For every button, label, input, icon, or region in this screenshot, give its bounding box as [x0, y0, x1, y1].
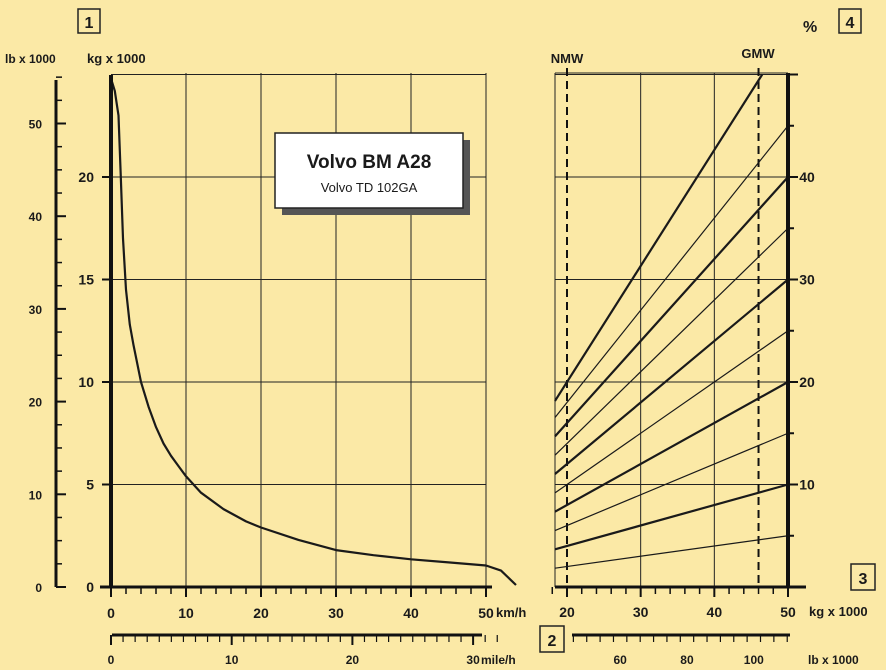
marker-3-box [850, 563, 876, 591]
marker-2-label: 2 [548, 633, 557, 650]
grade-line [554, 535, 789, 569]
marker-2-box [539, 625, 565, 653]
marker-4-box [838, 8, 862, 34]
marker-1-label: 1 [85, 15, 94, 32]
kg-x-tick-label: 30 [633, 604, 649, 620]
percent-tick-label: 30 [799, 272, 815, 288]
lb-tick-label: 10 [29, 488, 43, 502]
grade-line [554, 432, 789, 532]
axes [54, 73, 806, 645]
right-x-primary-label: kg x 1000 [809, 604, 868, 619]
tick-labels: 0 5 10 15 20 0 10 20 30 40 50 0 10 20 30 40 50 0 10 20 30 10 2… [29, 118, 815, 668]
marker-3-label: 3 [859, 571, 868, 588]
nmw-label: NMW [551, 51, 584, 66]
kg-tick-label: 15 [78, 272, 94, 288]
lb-x-tick-label: 60 [613, 653, 627, 667]
kg-x-tick-label: 20 [559, 604, 575, 620]
marker-2: 2 [539, 625, 565, 653]
kmh-tick-label: 30 [328, 605, 344, 621]
kg-tick-label: 10 [78, 374, 94, 390]
percent-label: % [803, 19, 817, 36]
kmh-tick-label: 20 [253, 605, 269, 621]
mph-tick-label: 20 [346, 653, 360, 667]
right-plot-series [554, 73, 789, 569]
marker-3: 3 [850, 563, 876, 591]
mph-tick-label: 0 [108, 653, 115, 667]
mph-tick-label: 10 [225, 653, 239, 667]
chart-subtitle: Volvo TD 102GA [321, 180, 418, 195]
kmh-tick-label: 0 [107, 605, 115, 621]
kmh-tick-label: 50 [478, 605, 494, 621]
marker-1-box [77, 8, 101, 34]
lb-tick-label: 50 [29, 118, 43, 132]
percent-tick-label: 10 [799, 477, 815, 493]
chart-title: Volvo BM A28 [307, 152, 432, 173]
grade-line [554, 73, 764, 402]
grade-line [554, 278, 789, 475]
kg-x-tick-label: 50 [780, 604, 796, 620]
lb-tick-label: 40 [29, 210, 43, 224]
y-primary-label: kg x 1000 [87, 51, 146, 66]
kmh-tick-label: 40 [403, 605, 419, 621]
grade-line [554, 483, 789, 551]
grade-line [554, 176, 789, 438]
lb-tick-label: 20 [29, 396, 43, 410]
marker-4: 4 [838, 8, 862, 34]
title-box-frame [274, 132, 464, 209]
left-plot-series [109, 78, 517, 586]
percent-tick-label: 20 [799, 374, 815, 390]
right-plot-grid [554, 68, 788, 587]
kmh-tick-label: 10 [178, 605, 194, 621]
kg-x-tick-label: 40 [707, 604, 723, 620]
grade-line [554, 381, 789, 513]
grade-line [554, 125, 789, 418]
grade-line [554, 227, 789, 456]
percent-tick-label: 40 [799, 169, 815, 185]
mph-tick-label: 30 [466, 653, 480, 667]
kg-tick-label: 0 [86, 579, 94, 595]
title-box: Volvo BM A28 Volvo TD 102GA [274, 132, 470, 215]
marker-4-label: 4 [846, 15, 855, 32]
lb-tick-label: 30 [29, 303, 43, 317]
grade-line [554, 330, 789, 494]
right-x-secondary-label: lb x 1000 [808, 653, 859, 667]
kg-tick-label: 5 [86, 477, 94, 493]
lb-x-tick-label: 100 [744, 653, 764, 667]
gmw-label: GMW [741, 46, 775, 61]
marker-1: 1 [77, 8, 101, 34]
lb-tick-label: 0 [35, 581, 42, 595]
x-secondary-label: mile/h [481, 653, 516, 667]
rimpull-curve [109, 78, 517, 586]
y-secondary-label: lb x 1000 [5, 52, 56, 66]
lb-x-tick-label: 80 [680, 653, 694, 667]
kg-tick-label: 20 [78, 169, 94, 185]
x-primary-label: km/h [496, 605, 526, 620]
